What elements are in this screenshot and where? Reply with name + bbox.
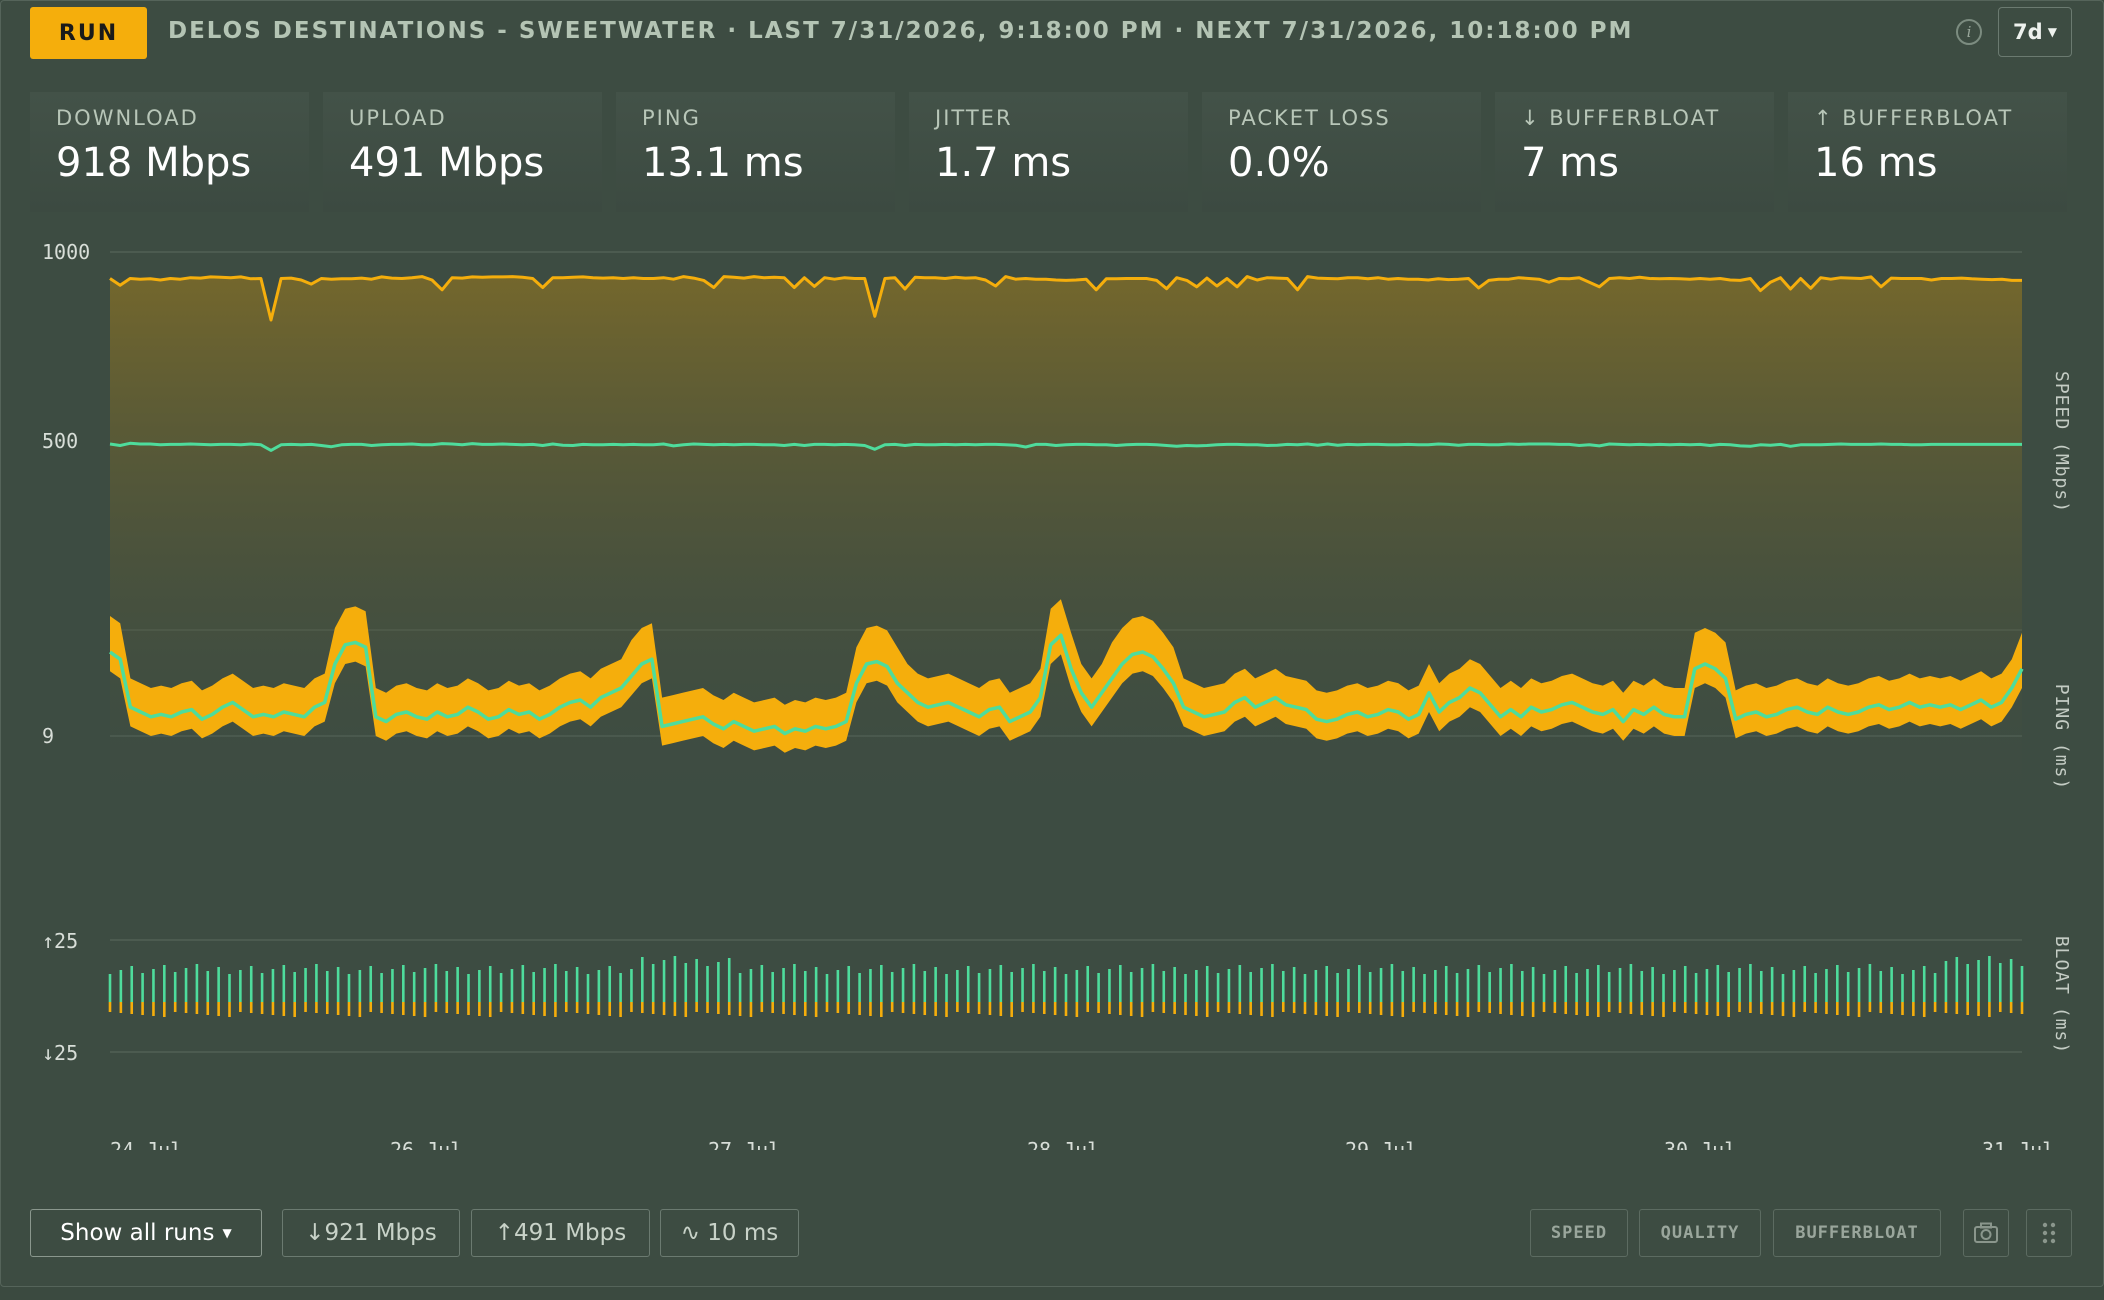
range-value: 7d [2013,20,2043,44]
download-line [109,275,2022,322]
range-select[interactable]: 7d ▼ [1998,7,2072,57]
y-tick-label: ↑25 [42,929,78,953]
stat-label: PING [642,106,701,130]
axis-labels: 1000 500 9 ↑25 ↓25 24 Jul 26 Jul 27 Jul 28 Jul 29… [42,240,2072,1150]
results-chart[interactable]: 1000 500 9 ↑25 ↓25 24 Jul 26 Jul 27 Jul 28 Jul 29… [0,230,2104,1150]
stat-value: 491 Mbps [349,140,545,186]
stat-card-upload: UPLOAD 491 Mbps [323,92,602,212]
avg-upload-chip[interactable]: ↑491 Mbps [471,1209,650,1257]
drag-grid-icon[interactable] [2026,1209,2072,1257]
chevron-down-icon: ▼ [2047,25,2057,39]
speed-axis-title: SPEED (Mbps) [2051,371,2072,513]
x-tick-label: 31 Jul [1982,1138,2054,1150]
stat-value: 7 ms [1521,140,1619,186]
stat-value: 0.0% [1228,140,1330,186]
stat-cards: DOWNLOAD 918 Mbps UPLOAD 491 Mbps PING 1… [30,92,2067,212]
bloat-axis-title: BLOAT (ms) [2051,936,2072,1054]
stat-value: 1.7 ms [935,140,1072,186]
x-tick-label: 24 Jul [110,1138,182,1150]
y-tick-label: 500 [42,429,78,453]
x-tick-label: 27 Jul [708,1138,780,1150]
x-tick-label: 28 Jul [1027,1138,1099,1150]
ping-panel [108,599,2024,753]
stat-card-down-bufferbloat: ↓ BUFFERBLOAT 7 ms [1495,92,1774,212]
stat-label: PACKET LOSS [1228,106,1391,130]
y-tick-label: ↓25 [42,1041,78,1065]
x-tick-label: 29 Jul [1345,1138,1417,1150]
toggle-quality[interactable]: QUALITY [1639,1209,1761,1257]
camera-icon[interactable] [1963,1209,2009,1257]
stat-card-ping: PING 13.1 ms [616,92,895,212]
x-tick-label: 30 Jul [1664,1138,1736,1150]
stat-value: 16 ms [1814,140,1938,186]
show-runs-label: Show all runs [60,1220,215,1246]
stat-value: 13.1 ms [642,140,804,186]
avg-ping-chip[interactable]: ∿ 10 ms [660,1209,799,1257]
show-runs-dropdown[interactable]: Show all runs ▼ [30,1209,262,1257]
toggle-bufferbloat[interactable]: BUFFERBLOAT [1773,1209,1941,1257]
y-tick-label: 1000 [42,240,90,264]
download-area [110,276,2022,821]
stat-label: ↓ BUFFERBLOAT [1521,106,1721,130]
y-tick-label: 9 [42,724,54,748]
stat-value: 918 Mbps [56,140,252,186]
jitter-band [110,599,2022,753]
stat-label: UPLOAD [349,106,447,130]
avg-download-chip[interactable]: ↓921 Mbps [282,1209,460,1257]
stat-card-packet-loss: PACKET LOSS 0.0% [1202,92,1481,212]
ping-line [108,633,2024,736]
x-tick-label: 26 Jul [390,1138,462,1150]
stat-card-up-bufferbloat: ↑ BUFFERBLOAT 16 ms [1788,92,2067,212]
toggle-speed[interactable]: SPEED [1530,1209,1628,1257]
stat-label: ↑ BUFFERBLOAT [1814,106,2014,130]
ping-axis-title: PING (ms) [2051,684,2072,791]
page-title: DELOS DESTINATIONS - SWEETWATER · LAST 7… [168,18,1634,44]
chevron-down-icon: ▼ [222,1226,232,1240]
info-icon[interactable]: i [1956,19,1982,45]
stat-card-jitter: JITTER 1.7 ms [909,92,1188,212]
upload-line [109,441,2022,452]
run-button[interactable]: RUN [30,7,147,59]
stat-label: JITTER [935,106,1013,130]
stat-label: DOWNLOAD [56,106,199,130]
bloat-panel [108,956,2024,1017]
stat-card-download: DOWNLOAD 918 Mbps [30,92,309,212]
speed-panel [109,275,2022,821]
